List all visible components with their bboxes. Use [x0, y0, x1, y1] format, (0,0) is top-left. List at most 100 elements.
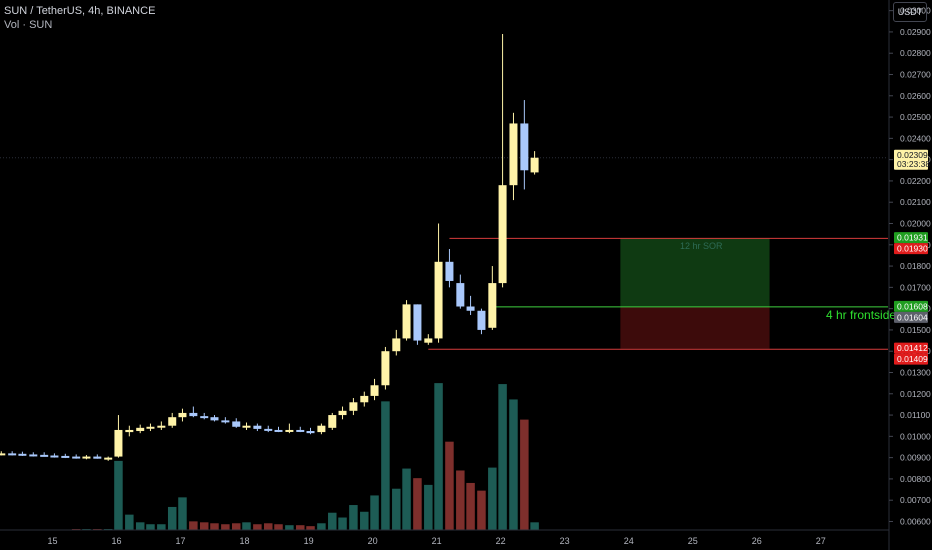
candle-body [306, 431, 315, 434]
candlesticks [0, 34, 539, 461]
x-tick-label: 22 [496, 536, 506, 546]
y-tick-label: 0.00900 [900, 453, 931, 463]
last-price-value: 0.02309 [897, 150, 928, 160]
last-price-bg [894, 149, 928, 170]
y-tick-label: 0.02000 [900, 218, 931, 228]
volume-bar [434, 383, 443, 530]
volume-bar [424, 484, 433, 530]
y-tick-label: 0.02100 [900, 197, 931, 207]
x-tick-label: 19 [304, 536, 314, 546]
volume-bar [210, 523, 219, 530]
candle-body [221, 420, 230, 423]
candle-body [242, 425, 251, 428]
volume-bar [264, 523, 273, 530]
y-tick-label: 0.01000 [900, 431, 931, 441]
candle-body [413, 304, 422, 341]
price-label-bg [894, 300, 928, 312]
price-label-bg [894, 243, 928, 255]
candle-body [210, 417, 219, 421]
candle-body [72, 456, 81, 459]
volume-bars [71, 383, 539, 530]
position-tool-label: 12 hr SOR [680, 241, 723, 251]
candle-body [93, 456, 102, 459]
volume-bar [231, 523, 241, 530]
candle-body [328, 415, 337, 428]
candle-body [530, 157, 539, 173]
price-label: 0.01608 [897, 301, 928, 311]
price-label-bg [894, 353, 928, 365]
profit-zone [620, 238, 770, 307]
x-tick-label: 27 [816, 536, 826, 546]
volume-bar [306, 526, 315, 530]
volume-bar [221, 524, 230, 530]
volume-bar [114, 460, 123, 530]
candle-body [424, 338, 433, 343]
candle-body [488, 283, 497, 328]
candle-body [104, 457, 113, 460]
volume-bar [296, 525, 305, 530]
volume-bar [146, 524, 155, 530]
candle-body [370, 385, 379, 396]
candle-body [189, 412, 198, 417]
price-label-bg [894, 342, 928, 354]
price-label: 0.01930 [897, 244, 928, 254]
volume-bar [477, 490, 486, 530]
price-label-bg [894, 311, 928, 323]
candle-body [360, 395, 369, 403]
candle-body [466, 306, 475, 311]
x-tick-label: 16 [112, 536, 122, 546]
volume-bar [488, 467, 497, 530]
candle-body [445, 261, 454, 281]
candle-body [61, 455, 70, 458]
candle-body [434, 261, 443, 339]
candle-body [477, 310, 486, 330]
candle-body [520, 123, 529, 171]
volume-bar [402, 468, 411, 530]
x-tick-label: 24 [624, 536, 634, 546]
y-tick-label: 0.00800 [900, 474, 931, 484]
candle-body [125, 429, 134, 433]
position-zones: 12 hr SOR [620, 238, 770, 349]
volume-bar [520, 419, 529, 530]
frontside-annotation: 4 hr frontside [826, 308, 896, 322]
y-tick-label: 0.01200 [900, 389, 931, 399]
volume-bar [167, 506, 177, 530]
y-tick-label: 0.02800 [900, 48, 931, 58]
y-tick-label: 0.02500 [900, 112, 931, 122]
y-tick-label: 0.02200 [900, 176, 931, 186]
candle-body [296, 429, 305, 432]
currency-button[interactable]: USDT [893, 2, 927, 22]
candle-body [285, 429, 294, 432]
y-tick-label: 0.02400 [900, 133, 931, 143]
candle-body [114, 429, 123, 457]
volume-bar [274, 524, 283, 530]
candle-body [317, 425, 326, 433]
candle-body [338, 410, 347, 416]
price-label: 0.01604 [897, 312, 928, 322]
candle-body [381, 351, 390, 386]
candle-body [157, 425, 166, 428]
candle-body [40, 454, 49, 457]
last-price-countdown: 03:23:38 [897, 159, 930, 169]
volume-bar [242, 522, 251, 530]
x-tick-label: 15 [47, 536, 57, 546]
candle-body [264, 428, 273, 431]
x-tick-label: 25 [688, 536, 698, 546]
loss-zone [620, 306, 770, 349]
price-label-bg [894, 232, 928, 244]
volume-bar [370, 495, 379, 530]
candle-body [168, 417, 177, 426]
volume-bar [157, 524, 166, 530]
candle-body [274, 429, 283, 432]
volume-bar [349, 505, 358, 530]
price-label: 0.01409 [897, 354, 928, 364]
candle-body [136, 427, 145, 432]
volume-bar [338, 517, 347, 530]
volume-bar [381, 401, 390, 530]
candle-body [456, 283, 465, 307]
symbol-title: SUN / TetherUS, 4h, BINANCE [4, 5, 156, 17]
candle-body [253, 425, 262, 429]
y-tick-label: 0.03000 [900, 6, 931, 16]
